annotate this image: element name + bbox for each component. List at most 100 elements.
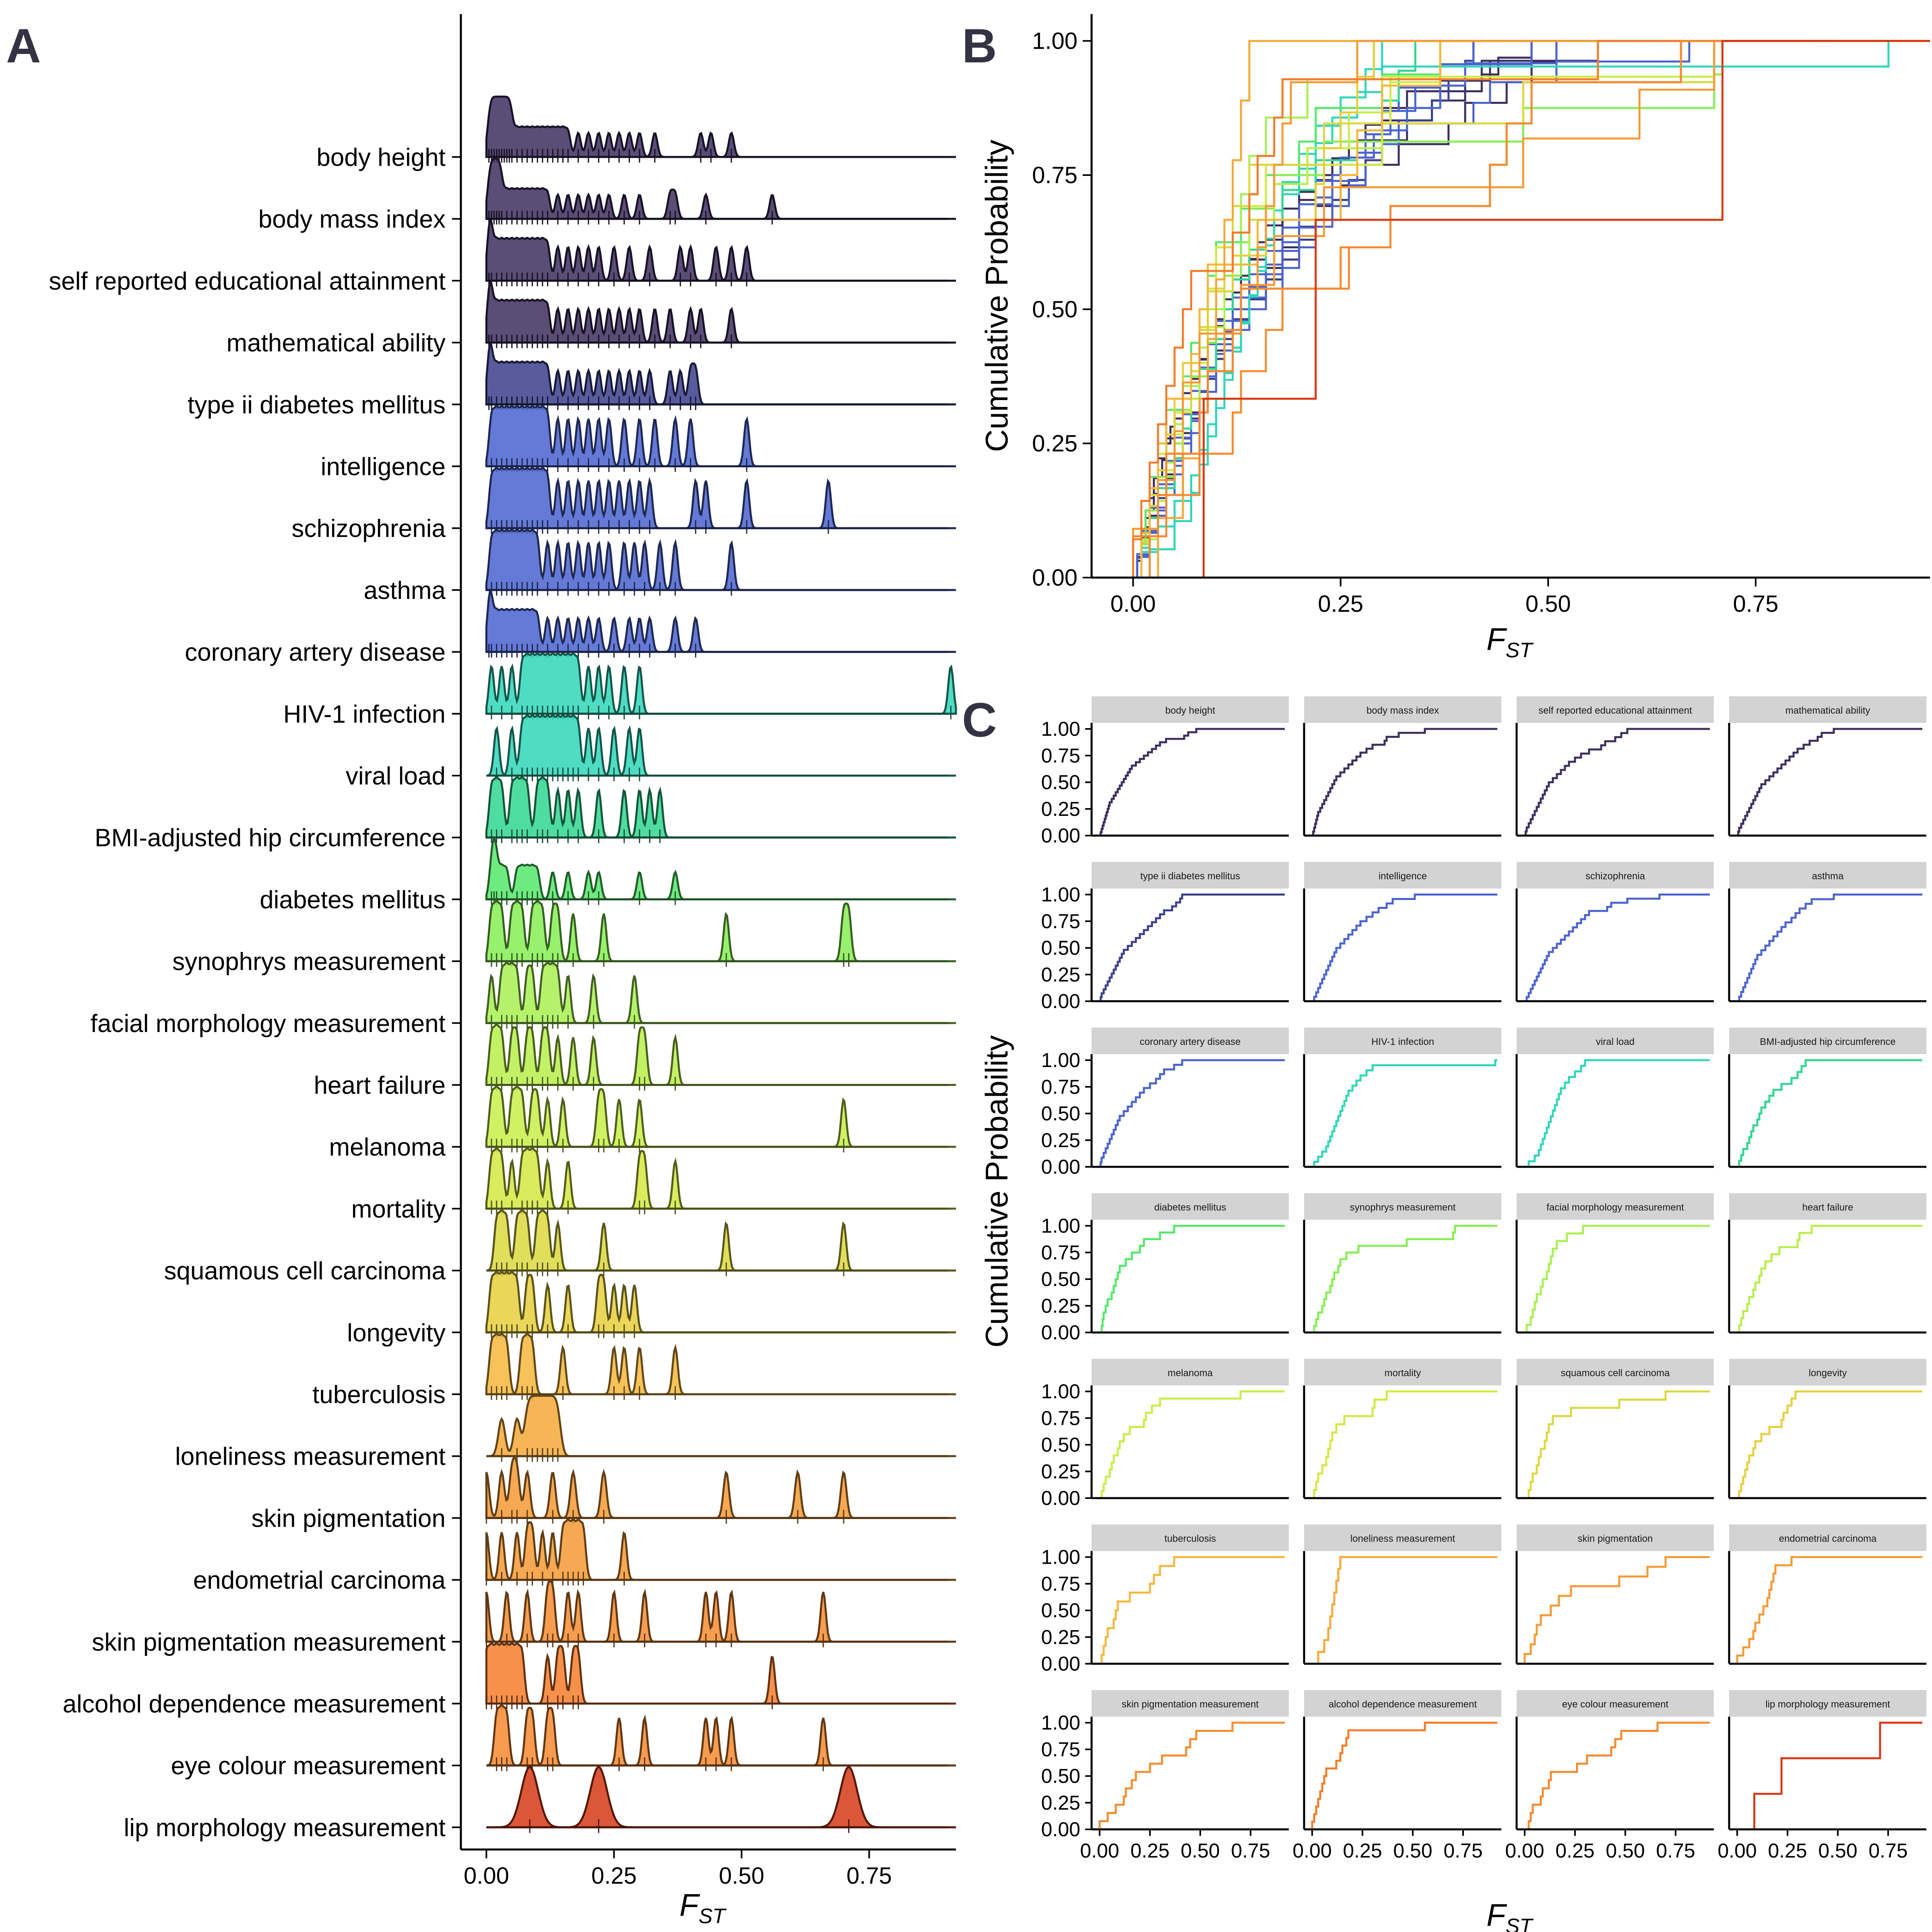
label-heart-failure: heart failure (314, 1072, 446, 1100)
facet-y-tick-label-type-ii-diabetes-mellitus-0: 0.00 (1041, 990, 1080, 1013)
strip-label-alcohol-dependence-measurement: alcohol dependence measurement (1329, 1699, 1477, 1710)
facet-bmi-adjusted-hip-circumference: BMI-adjusted hip circumference (1728, 1028, 1926, 1168)
density-heart-failure (485, 1023, 956, 1086)
panel-b-x-tick-label-1: 0.25 (1318, 591, 1363, 617)
facet-ecdf-lip-morphology-measurement (1733, 1721, 1922, 1831)
facet-y-tick-label-body-height-4: 1.00 (1041, 718, 1080, 740)
ridge-schizophrenia (485, 466, 956, 534)
strip-bmi-adjusted-hip-circumference (1729, 1028, 1926, 1054)
panel-b-y-tick-label-1: 0.25 (1032, 431, 1077, 457)
facet-ecdf-type-ii-diabetes-mellitus (1096, 894, 1285, 1002)
facet-ecdf-melanoma (1096, 1390, 1285, 1499)
facet-ecdf-eye-colour-measurement (1521, 1721, 1710, 1831)
ridge-facial-morphology-measurement (485, 961, 956, 1029)
facet-ecdf-bmi-adjusted-hip-circumference (1733, 1059, 1922, 1168)
ecdf-facial-morphology-measurement (1092, 40, 1930, 579)
facet-asthma: asthma (1728, 862, 1926, 1002)
panel-a-x-tick-label-1: 0.25 (591, 1863, 637, 1889)
facet-y-tick-label-melanoma-4: 1.00 (1041, 1380, 1080, 1403)
strip-label-longevity: longevity (1809, 1368, 1847, 1379)
facet-coronary-artery-disease: coronary artery disease 0.00 0.25 0.50 0.75 1… (1041, 1028, 1289, 1178)
label-mortality: mortality (351, 1195, 446, 1223)
facet-ecdf-coronary-artery-disease (1096, 1059, 1285, 1168)
ecdf-alcohol-dependence-measurement (1092, 40, 1930, 579)
facet-x-tick-label-eye-colour-measurement-3: 0.75 (1656, 1839, 1695, 1862)
panel-b-letter: B (962, 19, 997, 73)
ridge-diabetes-mellitus (485, 837, 956, 905)
facet-ecdf-skin-pigmentation-measurement (1096, 1721, 1285, 1831)
facet-ecdf-hiv-1-infection (1308, 1059, 1497, 1168)
strip-label-type-ii-diabetes-mellitus: type ii diabetes mellitus (1140, 871, 1240, 882)
facet-ecdf-skin-pigmentation (1521, 1556, 1710, 1665)
ridge-skin-pigmentation-measurement (485, 1580, 956, 1647)
facet-y-tick-label-diabetes-mellitus-3: 0.75 (1041, 1241, 1080, 1264)
label-coronary-artery-disease: coronary artery disease (185, 639, 446, 667)
strip-label-intelligence: intelligence (1379, 871, 1427, 882)
strip-melanoma (1092, 1359, 1289, 1385)
ecdf-lip-morphology-measurement (1092, 40, 1930, 579)
panel-a-x-axis: 0.00 0.25 0.50 0.75 (464, 1849, 892, 1889)
facet-squamous-cell-carcinoma: squamous cell carcinoma (1515, 1359, 1714, 1499)
density-viral-load (486, 714, 956, 777)
panel-a-x-axis-title: FST (679, 1887, 727, 1928)
facet-y-tick-label-coronary-artery-disease-2: 0.50 (1041, 1102, 1080, 1125)
panel-c-x-axis-title: FST (1486, 1897, 1534, 1932)
facet-ecdf-viral-load (1521, 1059, 1710, 1168)
strip-lip-morphology-measurement (1729, 1690, 1926, 1717)
facet-x-tick-label-lip-morphology-measurement-0: 0.00 (1717, 1839, 1757, 1862)
panel-b-x-tick-label-0: 0.00 (1110, 591, 1156, 617)
strip-label-coronary-artery-disease: coronary artery disease (1140, 1036, 1241, 1047)
strip-alcohol-dependence-measurement (1304, 1690, 1501, 1717)
label-bmi-adjusted-hip-circumference: BMI-adjusted hip circumference (95, 824, 446, 852)
facet-x-tick-label-lip-morphology-measurement-1: 0.25 (1768, 1839, 1807, 1862)
strip-mortality (1304, 1359, 1501, 1385)
facet-y-tick-label-tuberculosis-3: 0.75 (1041, 1573, 1080, 1595)
strip-label-body-height: body height (1165, 705, 1215, 716)
facet-ecdf-body-height (1096, 728, 1285, 837)
density-alcohol-dependence-measurement (485, 1642, 956, 1705)
ecdf-tuberculosis (1092, 40, 1930, 579)
panel-b-x-tick-label-3: 0.75 (1733, 591, 1778, 617)
strip-longevity (1729, 1359, 1926, 1385)
facet-x-tick-label-alcohol-dependence-measurement-2: 0.50 (1393, 1839, 1432, 1862)
ridge-melanoma (485, 1085, 956, 1153)
facet-y-tick-label-melanoma-3: 0.75 (1041, 1407, 1080, 1429)
facet-ecdf-synophrys-measurement (1308, 1225, 1497, 1333)
facet-y-tick-label-skin-pigmentation-measurement-3: 0.75 (1041, 1738, 1080, 1761)
facet-y-tick-label-tuberculosis-1: 0.25 (1041, 1626, 1080, 1648)
label-intelligence: intelligence (321, 453, 446, 481)
label-squamous-cell-carcinoma: squamous cell carcinoma (164, 1257, 446, 1285)
label-mathematical-ability: mathematical ability (227, 329, 446, 357)
ridge-mortality (485, 1147, 956, 1214)
strip-loneliness-measurement (1304, 1524, 1501, 1551)
density-loneliness-measurement (486, 1395, 956, 1457)
label-body-mass-index: body mass index (258, 206, 446, 233)
strip-label-self-reported-educational-attainment: self reported educational attainment (1538, 705, 1692, 716)
facet-y-tick-label-diabetes-mellitus-2: 0.50 (1041, 1268, 1080, 1290)
label-endometrial-carcinoma: endometrial carcinoma (193, 1567, 446, 1594)
strip-squamous-cell-carcinoma (1517, 1359, 1714, 1385)
density-tuberculosis (485, 1333, 956, 1395)
density-body-height (485, 95, 956, 158)
facet-y-tick-label-melanoma-1: 0.25 (1041, 1460, 1080, 1483)
facet-ecdf-schizophrenia (1521, 894, 1710, 1002)
facet-body-height: body height 0.00 0.25 0.50 0.75 1.00 (1041, 696, 1289, 847)
panel-a-x-tick-label-2: 0.50 (719, 1863, 764, 1889)
density-mathematical-ability (485, 281, 956, 344)
density-intelligence (485, 405, 956, 467)
facet-ecdf-self-reported-educational-attainment (1521, 728, 1710, 837)
strip-label-asthma: asthma (1812, 871, 1844, 882)
density-schizophrenia (485, 466, 956, 529)
label-skin-pigmentation: skin pigmentation (252, 1505, 446, 1532)
strip-label-tuberculosis: tuberculosis (1164, 1534, 1216, 1544)
facet-y-tick-label-coronary-artery-disease-1: 0.25 (1041, 1129, 1080, 1152)
strip-schizophrenia (1517, 862, 1714, 889)
strip-skin-pigmentation (1517, 1524, 1714, 1551)
facet-ecdf-longevity (1733, 1390, 1922, 1499)
ridge-type-ii-diabetes-mellitus (485, 343, 956, 410)
label-facial-morphology-measurement: facial morphology measurement (91, 1010, 446, 1038)
facet-ecdf-facial-morphology-measurement (1521, 1225, 1710, 1333)
panel-b-axes: 0.00 0.25 0.50 0.75 0.00 0.25 0.50 0.75 1.00 (1032, 28, 1778, 617)
facet-ecdf-endometrial-carcinoma (1733, 1556, 1922, 1665)
label-self-reported-educational-attainment: self reported educational attainment (49, 267, 446, 295)
